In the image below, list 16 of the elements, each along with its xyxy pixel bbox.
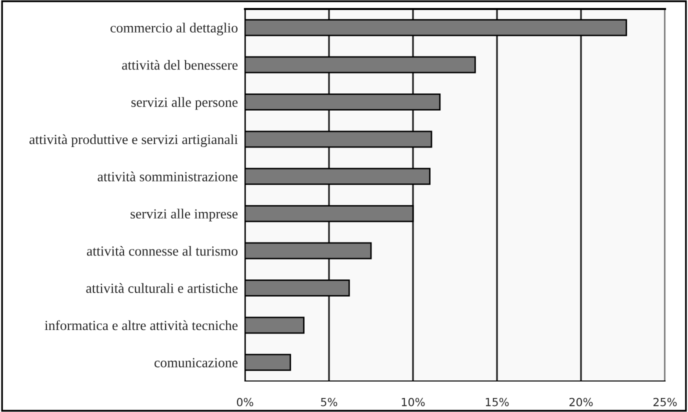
x-tick-label: 20%	[569, 398, 593, 406]
y-tick-label: attività produttive e servizi artigianali	[30, 134, 238, 148]
y-tick-label: attività connesse al turismo	[86, 246, 238, 256]
y-tick-label: servizi alle persone	[131, 97, 238, 110]
x-tick-label: 5%	[321, 398, 338, 406]
y-tick-label: attività del benessere	[122, 60, 238, 70]
y-tick-label: attività somministrazione	[98, 172, 238, 182]
y-tick-label: commercio al dettaglio	[110, 22, 238, 36]
y-tick-label: informatica e altre attività tecniche	[44, 320, 238, 330]
y-tick-label: servizi alle imprese	[130, 208, 238, 222]
x-tick-label: 25%	[653, 398, 677, 406]
y-tick-label: attività culturali e artistiche	[86, 283, 238, 293]
x-tick-label: 15%	[486, 398, 509, 406]
x-tick-label: 10%	[402, 398, 425, 406]
x-tick-label: 0%	[236, 398, 254, 406]
y-tick-label: comunicazione	[154, 358, 238, 368]
